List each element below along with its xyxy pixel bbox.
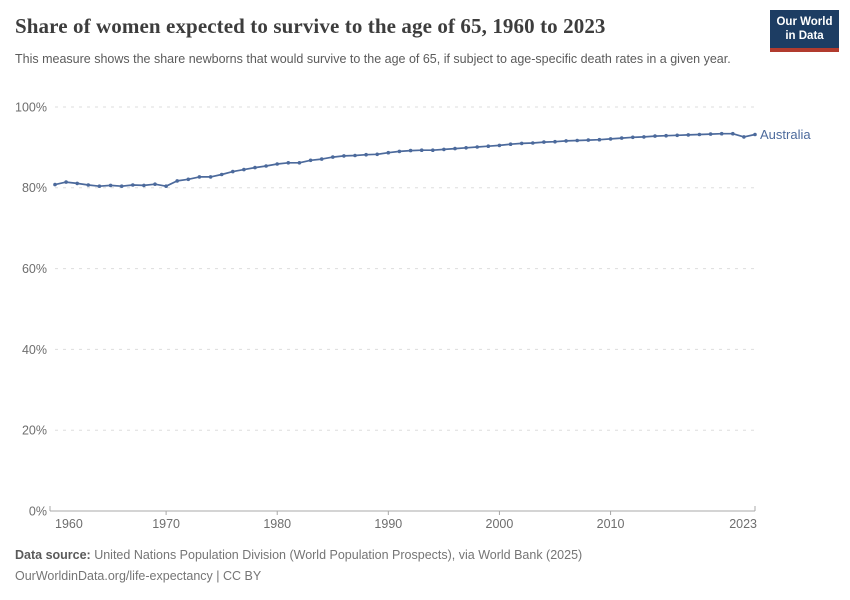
y-tick-label-60: 60% — [22, 262, 47, 276]
data-point-1998[interactable] — [475, 145, 480, 149]
gridlines — [55, 106, 755, 431]
data-point-1993[interactable] — [419, 148, 424, 152]
x-tick-label-1970: 1970 — [152, 517, 180, 531]
license-line: OurWorldinData.org/life-expectancy | CC … — [15, 569, 262, 583]
data-point-2023[interactable] — [753, 132, 757, 137]
data-source-text: United Nations Population Division (Worl… — [90, 548, 583, 562]
data-point-1977[interactable] — [242, 167, 246, 172]
data-point-1971[interactable] — [175, 179, 179, 183]
data-point-2020[interactable] — [719, 131, 724, 136]
data-point-2017[interactable] — [686, 133, 691, 137]
data-point-1985[interactable] — [331, 155, 335, 159]
data-point-2010[interactable] — [608, 137, 613, 141]
data-point-1987[interactable] — [353, 153, 357, 158]
data-point-1989[interactable] — [375, 152, 380, 157]
y-tick-label-20: 20% — [22, 424, 47, 438]
data-point-1972[interactable] — [186, 177, 191, 182]
owid-logo-line1: Our World — [776, 16, 833, 28]
data-source-label: Data source: — [15, 548, 91, 562]
data-point-2021[interactable] — [731, 131, 735, 136]
data-point-2014[interactable] — [653, 134, 657, 138]
owid-logo[interactable]: Our World in Data — [770, 10, 839, 52]
data-point-1982[interactable] — [297, 161, 302, 165]
series-line-australia[interactable] — [54, 132, 756, 188]
chart-subtitle: This measure shows the share newborns th… — [15, 52, 731, 66]
data-point-2009[interactable] — [597, 137, 602, 142]
data-point-1991[interactable] — [397, 149, 402, 154]
data-point-2004[interactable] — [542, 140, 546, 144]
data-point-1981[interactable] — [286, 161, 291, 165]
line-chart-canvas[interactable]: 0% 20% 40% 60% 80% 100% 1960 1970 1980 1990 2000 2… — [0, 95, 850, 540]
series-end-label[interactable]: Australia — [760, 127, 811, 142]
page-title: Share of women expected to survive to th… — [15, 14, 606, 38]
data-point-1995[interactable] — [442, 147, 446, 152]
data-point-1979[interactable] — [264, 164, 268, 168]
data-point-2012[interactable] — [631, 135, 635, 140]
data-source-line: Data source: United Nations Population D… — [15, 545, 835, 566]
data-point-1963[interactable] — [86, 183, 91, 187]
data-point-2007[interactable] — [575, 138, 579, 143]
y-axis-labels: 0% 20% 40% 60% 80% 100% — [15, 100, 47, 518]
x-tick-label-1990: 1990 — [374, 517, 402, 531]
data-point-2022[interactable] — [742, 135, 746, 139]
data-point-2002[interactable] — [519, 141, 524, 146]
data-point-2011[interactable] — [619, 136, 624, 140]
data-point-1968[interactable] — [142, 183, 146, 188]
data-point-1962[interactable] — [75, 181, 79, 186]
data-point-1969[interactable] — [153, 182, 157, 186]
data-point-1961[interactable] — [64, 180, 68, 184]
x-tick-label-2010: 2010 — [597, 517, 625, 531]
data-point-1996[interactable] — [453, 146, 457, 151]
data-point-2018[interactable] — [697, 132, 702, 137]
data-point-1986[interactable] — [342, 154, 346, 158]
data-point-2003[interactable] — [531, 141, 535, 145]
data-point-1964[interactable] — [97, 184, 102, 188]
data-point-1988[interactable] — [364, 152, 368, 157]
data-point-1992[interactable] — [408, 148, 413, 153]
data-point-2015[interactable] — [664, 133, 668, 138]
data-point-1980[interactable] — [275, 162, 280, 166]
y-tick-label-0: 0% — [29, 504, 47, 518]
data-point-1974[interactable] — [208, 175, 213, 179]
x-tick-label-1960: 1960 — [55, 517, 83, 531]
x-axis: 1960 1970 1980 1990 2000 2010 2023 — [49, 506, 757, 531]
data-point-1960[interactable] — [53, 182, 57, 187]
data-point-2000[interactable] — [497, 143, 502, 148]
data-point-1978[interactable] — [253, 165, 257, 170]
data-point-1984[interactable] — [319, 157, 324, 161]
data-series[interactable] — [53, 131, 757, 188]
chart-footer: Data source: United Nations Population D… — [15, 545, 835, 587]
data-point-1983[interactable] — [308, 158, 313, 163]
data-point-1967[interactable] — [131, 183, 135, 187]
data-point-1994[interactable] — [431, 148, 435, 152]
data-point-1966[interactable] — [119, 184, 124, 188]
y-tick-label-80: 80% — [22, 181, 47, 195]
data-point-1976[interactable] — [231, 169, 235, 174]
data-point-2005[interactable] — [553, 139, 557, 144]
data-point-2008[interactable] — [586, 138, 591, 142]
data-point-1970[interactable] — [164, 184, 168, 188]
owid-logo-line2: in Data — [785, 30, 824, 42]
data-point-2001[interactable] — [508, 142, 513, 146]
data-point-1973[interactable] — [197, 175, 202, 179]
chart-area: 0% 20% 40% 60% 80% 100% 1960 1970 1980 1990 2000 2… — [0, 95, 850, 540]
data-point-2019[interactable] — [708, 132, 713, 136]
data-point-1999[interactable] — [486, 144, 491, 148]
data-point-2016[interactable] — [675, 133, 679, 138]
data-point-1997[interactable] — [464, 146, 468, 150]
y-tick-label-40: 40% — [22, 343, 47, 357]
x-tick-label-2000: 2000 — [486, 517, 514, 531]
x-tick-label-1980: 1980 — [263, 517, 291, 531]
data-point-2013[interactable] — [642, 135, 646, 139]
data-point-1990[interactable] — [386, 150, 391, 155]
x-tick-label-2023: 2023 — [729, 517, 757, 531]
y-tick-label-100: 100% — [15, 100, 47, 114]
data-point-1975[interactable] — [219, 172, 224, 177]
data-point-2006[interactable] — [564, 139, 568, 143]
data-point-1965[interactable] — [108, 183, 113, 188]
